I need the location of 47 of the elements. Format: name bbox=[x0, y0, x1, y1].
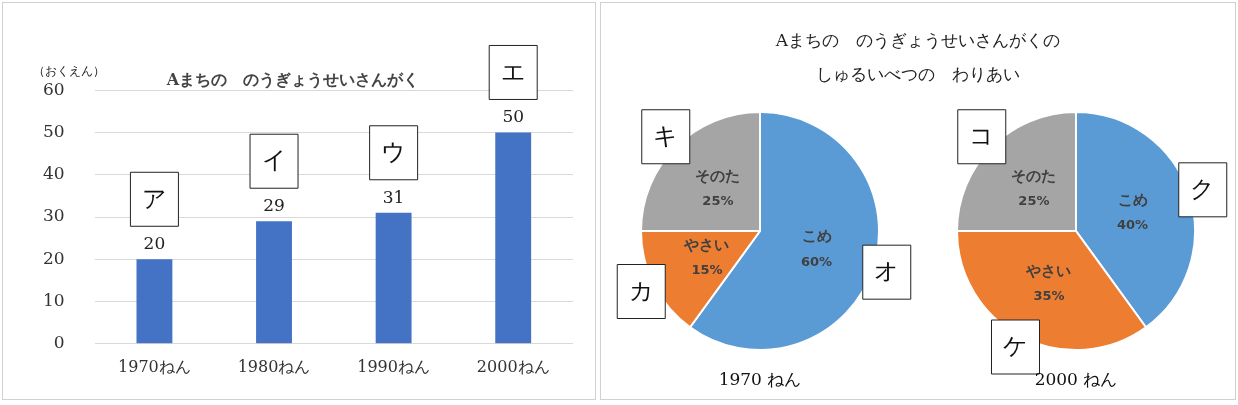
annotation: ウ bbox=[381, 138, 407, 167]
y-tick-label: 50 bbox=[42, 120, 65, 141]
text: 1970 ねん bbox=[718, 368, 802, 389]
data-label: 20 bbox=[143, 233, 166, 254]
text: Aまちの のうぎょうせいさんがくの bbox=[775, 30, 1061, 50]
x-tick-label: 1980ねん bbox=[237, 356, 311, 376]
data-label: 31 bbox=[382, 186, 405, 207]
text: しゅるいべつの わりあい bbox=[816, 64, 1020, 84]
annotation: ア bbox=[141, 184, 167, 213]
bar bbox=[375, 212, 412, 344]
bar bbox=[136, 259, 173, 344]
text: ク bbox=[1190, 175, 1216, 204]
y-tick-label: 0 bbox=[53, 332, 65, 353]
y-tick-label: 30 bbox=[42, 205, 65, 226]
slice-label: やさい bbox=[683, 235, 730, 254]
data-label: 40% bbox=[1117, 216, 1149, 232]
text: 2000 ねん bbox=[1034, 368, 1118, 389]
data-label: 50 bbox=[502, 106, 525, 127]
annotation: エ bbox=[500, 57, 526, 86]
y-axis-title: （おくえん） bbox=[33, 64, 105, 79]
slice-label: こめ bbox=[1117, 190, 1148, 209]
slice-label: こめ bbox=[801, 227, 832, 246]
data-label: 60% bbox=[801, 253, 833, 269]
text: カ bbox=[628, 276, 654, 305]
text: コ bbox=[969, 121, 995, 150]
data-label: 15% bbox=[691, 262, 723, 278]
x-tick-label: 2000ねん bbox=[476, 356, 550, 376]
data-label: 35% bbox=[1033, 288, 1065, 304]
y-tick-label: 10 bbox=[42, 289, 65, 310]
data-label: 29 bbox=[263, 195, 285, 216]
annotation: イ bbox=[261, 146, 287, 175]
slice-label: やさい bbox=[1025, 261, 1072, 280]
slice-label: そのた bbox=[695, 166, 741, 185]
y-tick-label: 60 bbox=[42, 78, 65, 99]
text: ケ bbox=[1002, 332, 1028, 361]
y-tick-label: 20 bbox=[42, 247, 65, 268]
text: キ bbox=[653, 121, 679, 150]
bar bbox=[495, 132, 532, 344]
data-label: 25% bbox=[702, 193, 734, 209]
x-tick-label: 1970ねん bbox=[118, 356, 191, 376]
text: オ bbox=[874, 257, 900, 286]
data-label: 25% bbox=[1018, 193, 1050, 209]
slice-label: そのた bbox=[1011, 166, 1057, 185]
y-tick-label: 40 bbox=[42, 163, 65, 184]
bar bbox=[256, 221, 292, 344]
x-tick-label: 1990ねん bbox=[357, 356, 430, 376]
chart-title: Aまちの のうぎょうせいさんがく bbox=[165, 69, 420, 89]
